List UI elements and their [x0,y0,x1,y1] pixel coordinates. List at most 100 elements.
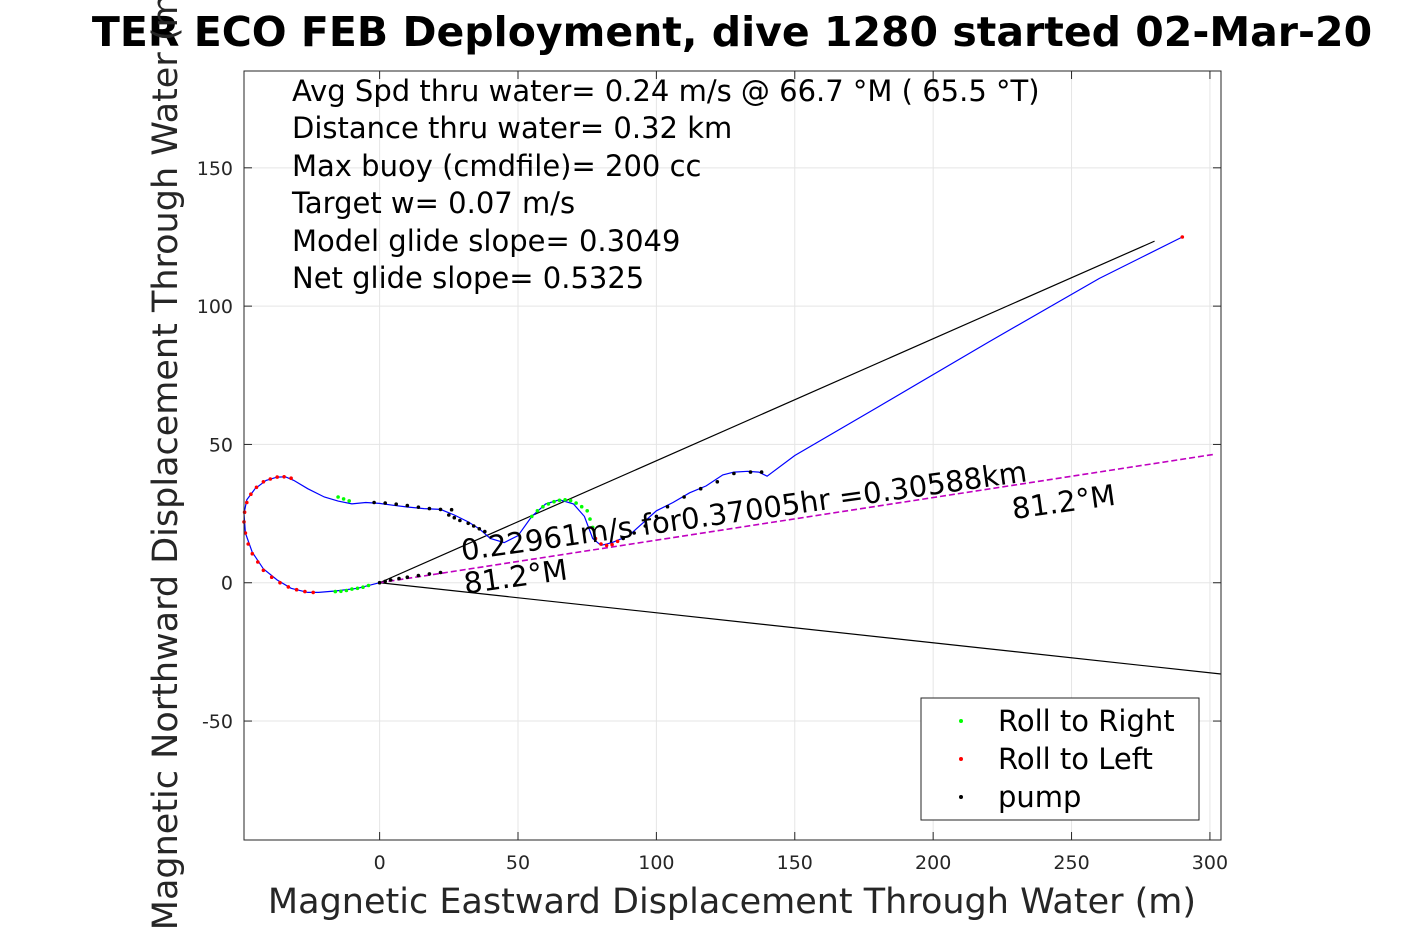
point-roll-to-right [590,525,595,530]
point-roll-to-left [599,542,603,546]
point-roll-to-right [530,514,534,519]
point-roll-to-left [269,575,274,579]
point-pump [471,524,476,528]
info-line: Max buoy (cmdfile)= 200 cc [292,149,701,183]
point-roll-to-right [366,583,371,588]
y-tick-label: -50 [202,711,233,733]
point-pump [643,524,648,528]
legend-box [920,697,1200,821]
point-pump [383,501,388,505]
x-tick-label: 250 [1053,852,1089,874]
point-roll-to-left [278,580,282,585]
point-roll-to-right [339,589,343,594]
point-roll-to-left [1180,235,1185,239]
point-roll-to-right [557,498,562,503]
y-axis-label: Magnetic Northward Displacement Through … [146,0,186,930]
point-pump [452,515,457,520]
x-tick-label: 300 [1192,852,1228,874]
point-roll-to-left [286,585,291,589]
point-pump [405,575,410,579]
point-roll-to-left [289,476,293,481]
y-tick-label: 100 [197,296,233,318]
point-pump [466,521,471,526]
point-roll-to-right [336,495,340,499]
legend-label-pump: pump [998,780,1081,814]
point-pump [447,513,451,517]
point-roll-to-left [610,542,614,547]
y-tick-label: 0 [221,573,233,595]
point-roll-to-left [261,568,266,573]
point-roll-to-left [275,475,280,479]
info-line: Target w= 0.07 m/s [291,186,575,220]
x-tick-label: 150 [777,852,813,874]
point-roll-to-left [282,475,286,479]
x-tick-label: 100 [638,852,674,874]
legend-marker-pump [959,795,963,799]
point-pump [427,572,432,576]
point-roll-to-right [350,587,354,591]
point-pump [388,578,393,582]
info-line: Net glide slope= 0.5325 [292,261,644,295]
point-roll-to-left [261,480,266,484]
point-roll-to-right [579,504,584,509]
point-roll-to-left [246,542,250,546]
point-roll-to-right [552,499,556,504]
x-axis-ticks: 0 50 100 150 200 250 300 [374,71,1228,874]
y-tick-label: 50 [209,434,233,456]
point-roll-to-right [333,589,338,594]
point-pump [394,502,399,507]
y-tick-label: 150 [197,158,233,180]
point-pump [632,531,636,535]
point-pump [621,536,625,541]
point-pump [416,573,421,578]
point-roll-to-right [568,498,573,503]
point-roll-to-right [341,497,346,501]
lower-bound [379,582,1222,675]
legend-label-roll-right: Roll to Right [998,704,1175,738]
info-box: Avg Spd thru water= 0.24 m/s @ 66.7 °M (… [291,74,1040,295]
point-pump [372,500,376,505]
point-roll-to-right [344,588,349,593]
point-pump [715,480,720,484]
point-roll-to-left [294,587,299,592]
y-axis-ticks: -50 0 50 100 150 [197,158,1221,733]
reference-lines [379,240,1222,675]
point-pump [698,486,703,491]
upper-bound [379,240,1155,584]
point-roll-to-right [546,502,551,506]
x-tick-label: 200 [915,852,951,874]
point-roll-to-right [535,509,540,513]
point-pump [438,507,443,512]
info-line: Model glide slope= 0.3049 [292,224,680,258]
point-roll-to-left [254,485,259,490]
point-pump [449,507,454,512]
point-roll-to-left [311,590,316,595]
point-pump [397,576,401,581]
point-pump [405,503,410,508]
x-axis-label: Magnetic Eastward Displacement Through W… [268,882,1196,922]
point-pump [383,579,388,584]
point-pump [665,504,670,509]
point-pump [377,580,382,585]
point-pump [732,471,736,476]
point-roll-to-right [588,517,592,521]
point-roll-to-right [563,498,567,502]
legend: Roll to Right Roll to Left pump [920,697,1200,821]
point-pump [759,470,764,474]
point-roll-to-left [242,510,247,514]
x-tick-label: 50 [506,852,530,874]
point-roll-to-left [250,551,255,556]
heading-line [379,453,1216,584]
chart-title: TER ECO FEB Deployment, dive 1280 starte… [92,8,1372,56]
point-roll-to-right [585,509,589,513]
point-pump [682,495,686,499]
point-roll-to-left [615,539,620,544]
point-roll-to-left [303,589,307,594]
point-roll-to-left [604,543,609,548]
point-pump [416,505,421,510]
info-line: Avg Spd thru water= 0.24 m/s @ 66.7 °M (… [292,74,1040,108]
plot-frame [243,70,1222,841]
point-roll-to-left [268,477,273,481]
point-pump [477,527,482,531]
